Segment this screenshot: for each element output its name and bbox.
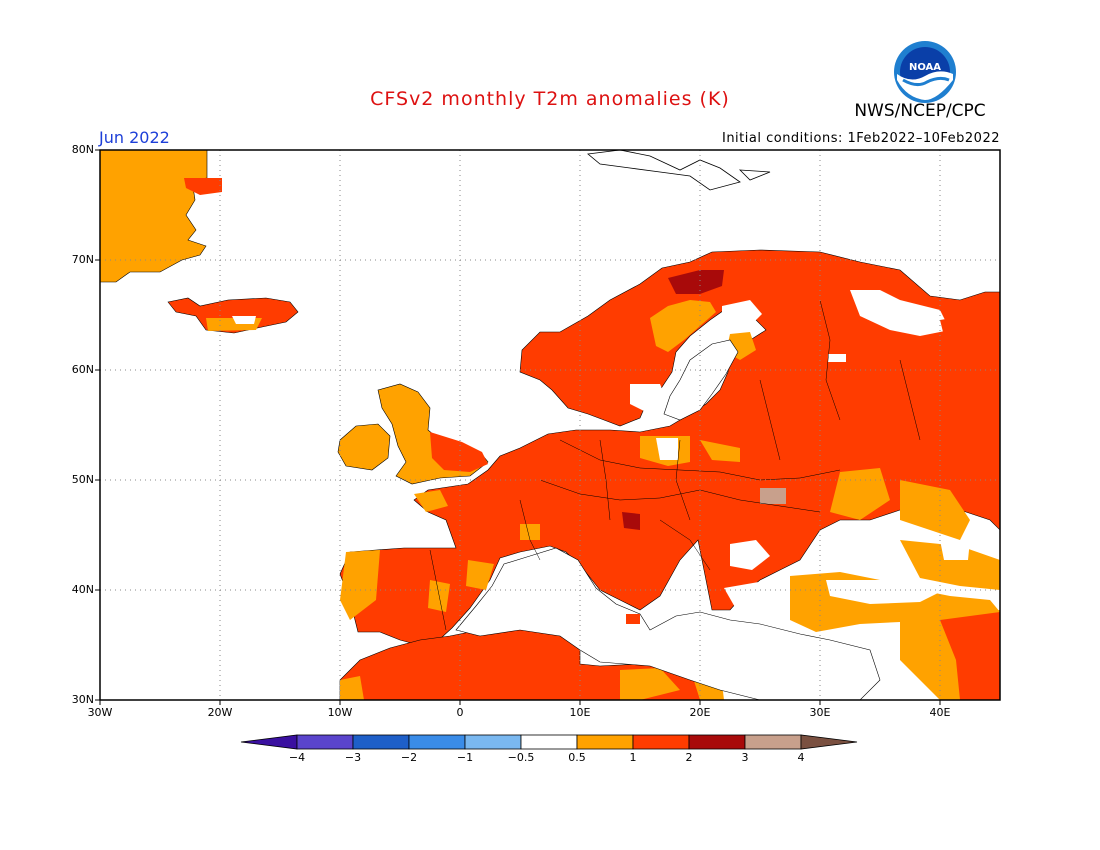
initial-conditions-label: Initial conditions: 1Feb2022–10Feb2022	[721, 131, 1000, 146]
noaa-logo-text: NOAA	[909, 62, 941, 73]
colorbar-tick-label: −1	[456, 751, 474, 764]
axis-ticks	[95, 149, 941, 705]
colorbar-tick-label: 1	[629, 751, 637, 764]
colorbar-tick-label: −0.5	[507, 751, 535, 764]
colorbar-tick-label: 0.5	[568, 751, 586, 764]
lat-tick-label: 50N	[71, 473, 94, 486]
lon-tick-label: 40E	[929, 706, 951, 719]
colorbar-bin	[408, 734, 466, 750]
noaa-logo: NOAA	[894, 41, 956, 103]
lat-tick-label: 80N	[71, 143, 94, 156]
colorbar-bin	[352, 734, 410, 750]
colorbar-bin	[464, 734, 522, 750]
colorbar-tick-label: −4	[288, 751, 306, 764]
agency-label: NWS/NCEP/CPC	[854, 101, 986, 121]
valid-month-label: Jun 2022	[99, 128, 170, 147]
iceland-region	[167, 297, 299, 334]
map-title: CFSv2 monthly T2m anomalies (K)	[370, 88, 730, 110]
lon-tick-label: 30E	[809, 706, 831, 719]
graticule	[100, 150, 1000, 700]
lon-tick-label: 20E	[689, 706, 711, 719]
colorbar-bin	[744, 734, 802, 750]
lon-tick-label: 10W	[327, 706, 353, 719]
colorbar-bin	[520, 734, 578, 750]
lon-tick-label: 30W	[87, 706, 113, 719]
map-frame	[99, 149, 1001, 701]
lat-tick-label: 30N	[71, 693, 94, 706]
colorbar-bin	[576, 734, 634, 750]
colorbar-bin	[240, 734, 298, 750]
lon-tick-label: 20W	[207, 706, 233, 719]
colorbar-bin	[296, 734, 354, 750]
map-field	[100, 150, 1000, 700]
colorbar-tick-label: 4	[797, 751, 805, 764]
colorbar-tick-label: 3	[741, 751, 749, 764]
lat-tick-label: 40N	[71, 583, 94, 596]
ireland-region	[337, 423, 391, 471]
lat-tick-label: 60N	[71, 363, 94, 376]
colorbar-bin	[688, 734, 746, 750]
lat-tick-label: 70N	[71, 253, 94, 266]
lon-tick-label: 10E	[569, 706, 591, 719]
colorbar-tick-label: 2	[685, 751, 693, 764]
colorbar-tick-label: −2	[400, 751, 418, 764]
lon-tick-label: 0	[456, 706, 464, 719]
colorbar-tick-label: −3	[344, 751, 362, 764]
colorbar-bin	[632, 734, 690, 750]
colorbar-bin	[800, 734, 858, 750]
mediterranean-sea	[455, 547, 881, 700]
